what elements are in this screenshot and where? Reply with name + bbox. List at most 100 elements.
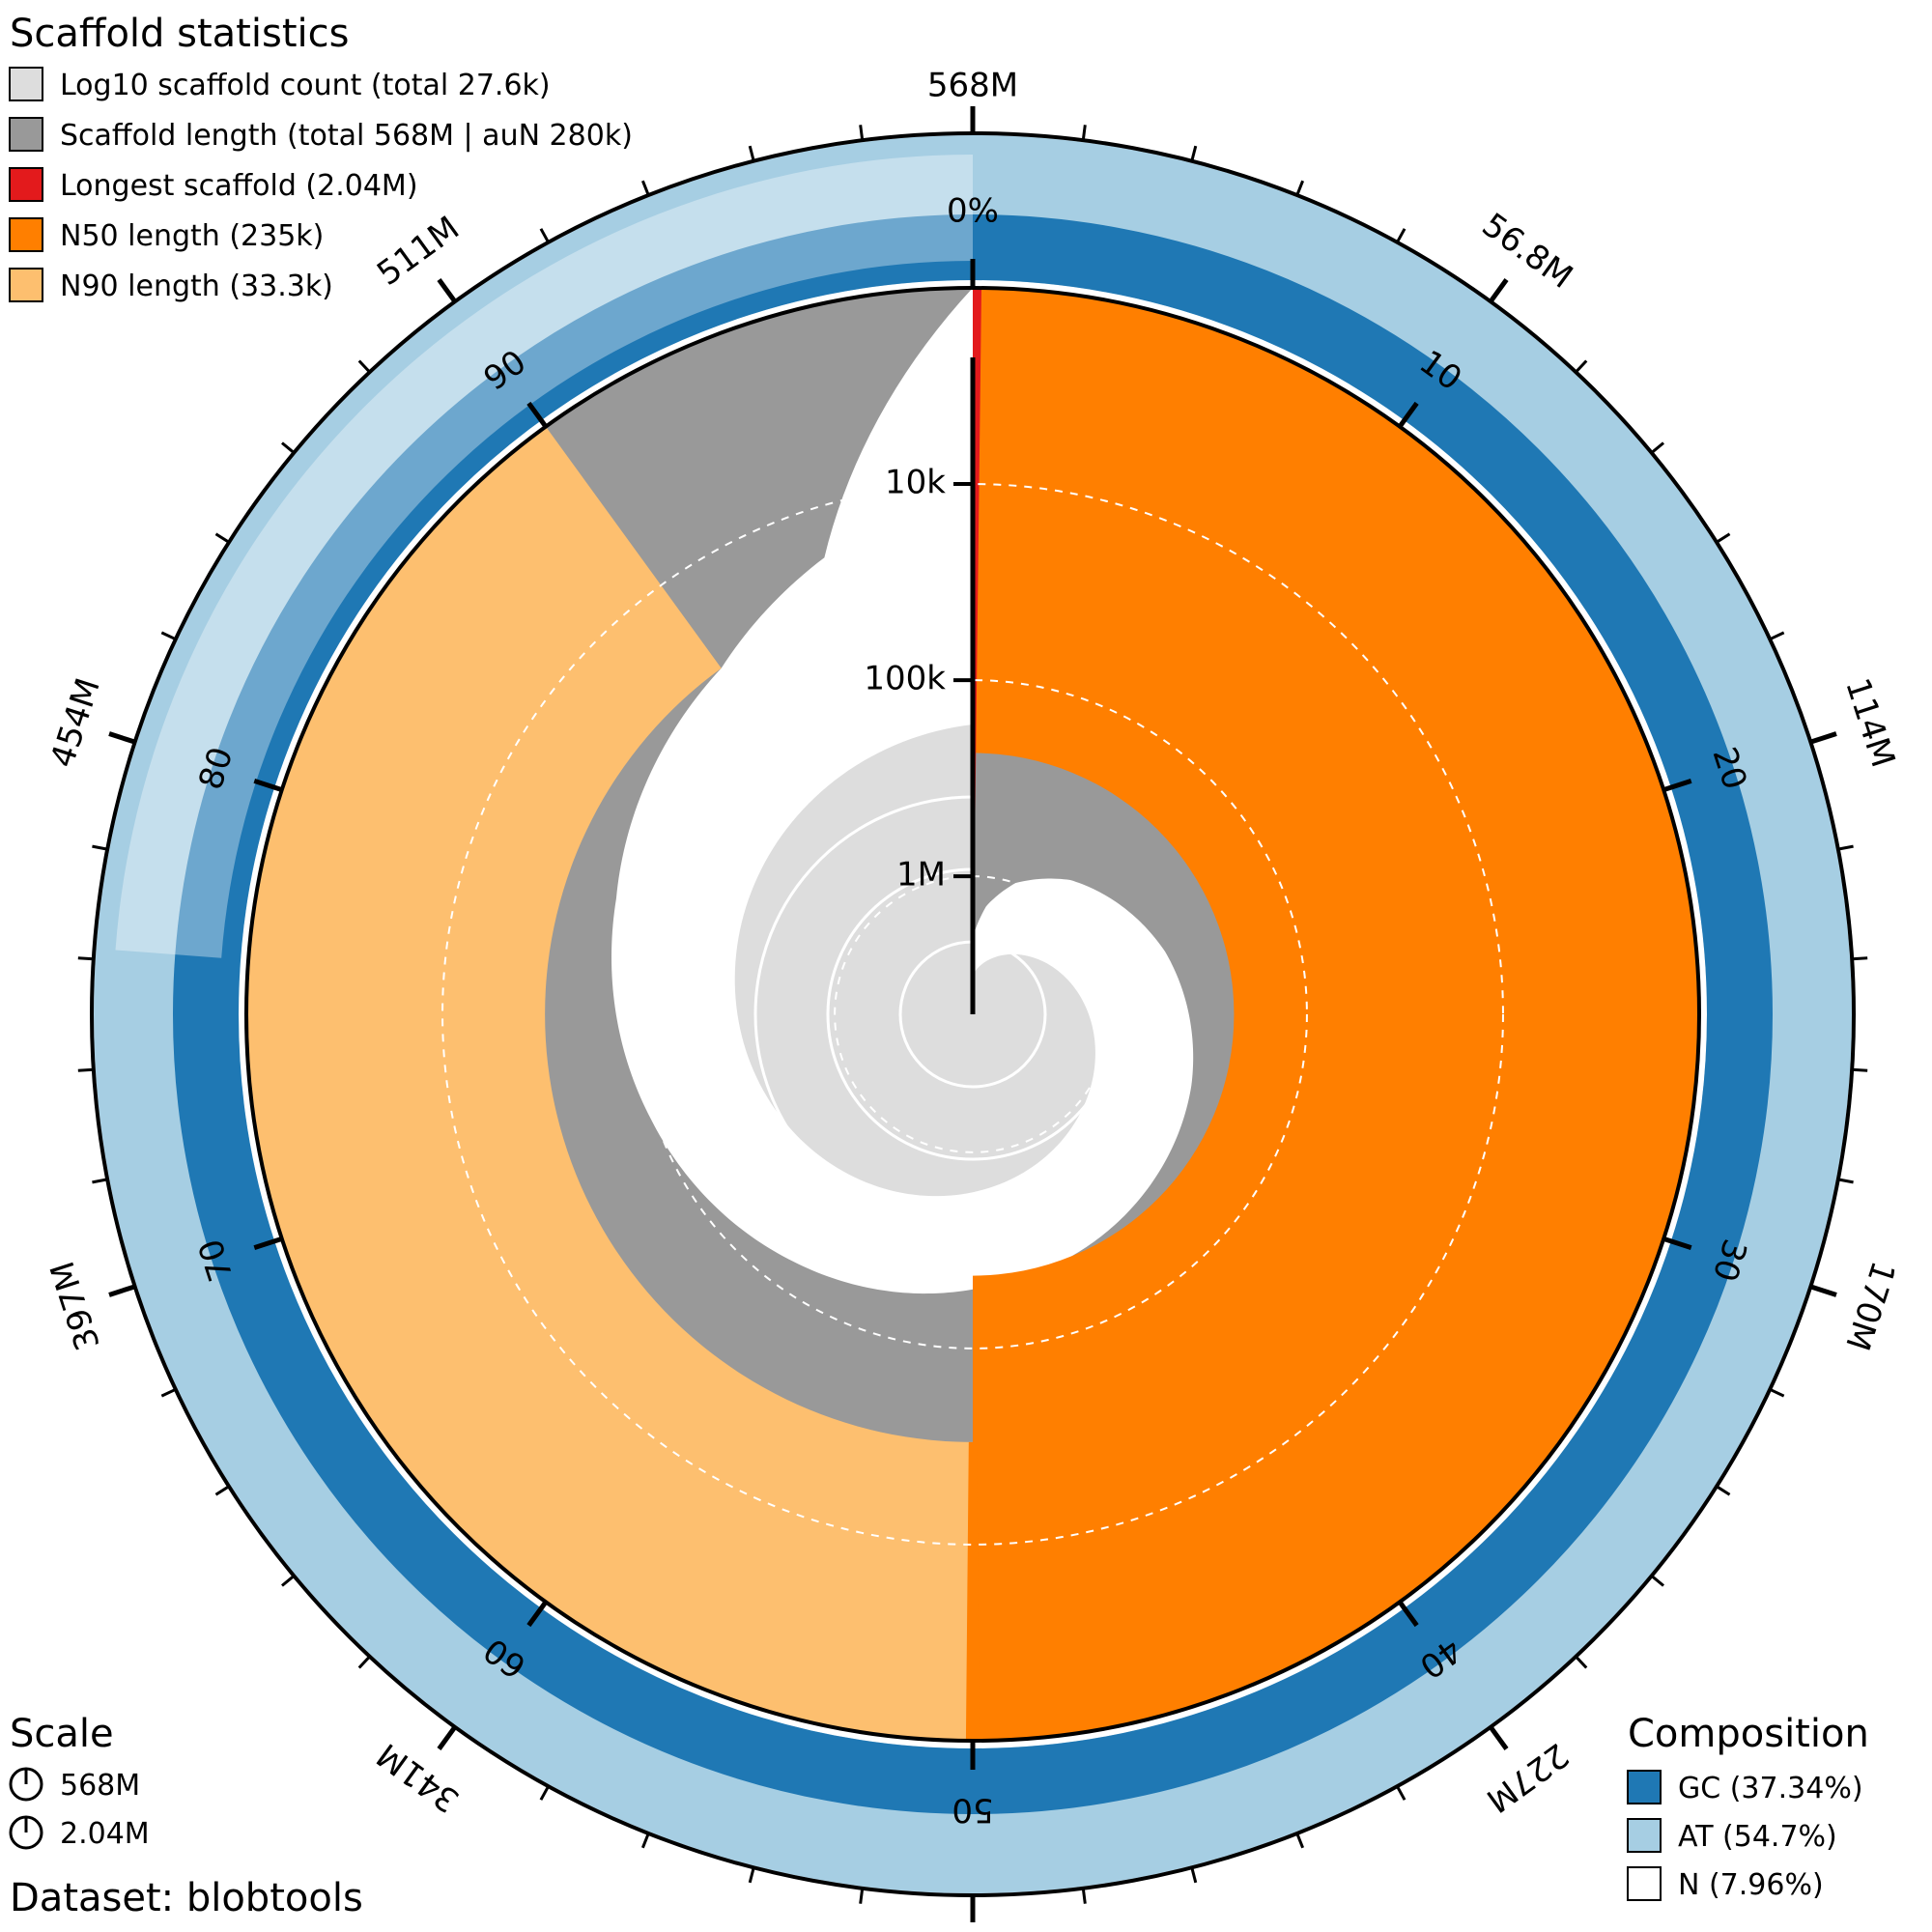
outer-axis-label: 341M	[370, 1735, 467, 1820]
radial-scale-label: 1M	[896, 856, 946, 895]
outer-axis-label: 511M	[370, 209, 467, 294]
outer-minor-tick-33	[214, 1485, 230, 1496]
legend-swatch	[9, 217, 43, 252]
outer-minor-tick-41	[160, 631, 177, 641]
outer-minor-tick-26	[859, 1888, 865, 1904]
outer-major-tick-7	[108, 1284, 136, 1297]
legend-swatch	[9, 117, 43, 152]
outer-minor-tick-22	[1295, 1833, 1305, 1849]
legend-swatch	[9, 67, 43, 101]
scale-partial-circle-icon	[9, 1815, 43, 1850]
outer-axis-label: 170M	[1837, 1257, 1902, 1355]
radial-scale-label: 10k	[885, 464, 946, 502]
outer-minor-tick-6	[1575, 359, 1588, 374]
outer-minor-tick-21	[1396, 1785, 1406, 1801]
outer-major-tick-4	[1489, 1725, 1509, 1750]
n50-marker	[965, 1441, 980, 1741]
outer-minor-tick-24	[1081, 1888, 1087, 1904]
length-gridline-0	[441, 483, 1504, 1546]
outer-minor-tick-49	[859, 125, 865, 141]
outer-minor-tick-8	[1716, 532, 1731, 544]
outer-axis-label: 227M	[1479, 1735, 1576, 1820]
outer-axis-label: 114M	[1837, 673, 1902, 772]
composition-swatch	[1627, 1866, 1662, 1901]
composition-title: Composition	[1628, 1712, 1869, 1756]
composition-label: N (7.96%)	[1678, 1868, 1824, 1902]
outer-major-tick-9	[437, 278, 457, 303]
outer-axis-label-total: 568M	[927, 67, 1018, 105]
outer-minor-tick-14	[1837, 1178, 1854, 1184]
gc-ring	[172, 213, 1774, 1815]
outer-minor-tick-36	[92, 1178, 108, 1184]
outer-minor-tick-9	[1769, 631, 1785, 641]
composition-swatch	[1627, 1818, 1662, 1853]
outer-minor-tick-16	[1769, 1387, 1785, 1398]
outer-minor-tick-28	[640, 1833, 650, 1849]
legend-swatch	[9, 167, 43, 202]
outer-major-tick-6	[437, 1725, 457, 1750]
legend-title: Scaffold statistics	[10, 12, 349, 56]
percent-tick-1	[1397, 401, 1419, 429]
percent-tick-2	[1662, 778, 1692, 792]
legend-swatch	[9, 268, 43, 302]
outer-minor-tick-37	[77, 1067, 94, 1072]
outer-axis-label: 56.8M	[1475, 206, 1579, 297]
legend-label: Scaffold length (total 568M | auN 280k)	[60, 119, 633, 153]
outer-minor-tick-17	[1716, 1485, 1731, 1496]
composition-label: GC (37.34%)	[1678, 1772, 1863, 1805]
at-ring	[94, 135, 1852, 1893]
outer-minor-tick-1	[1081, 125, 1087, 141]
outer-minor-tick-3	[1295, 180, 1305, 196]
percent-tick-8	[253, 778, 283, 792]
outer-minor-tick-18	[1650, 1575, 1664, 1587]
outer-minor-tick-46	[539, 228, 550, 243]
outer-axis-label: 397M	[43, 1257, 108, 1355]
percent-tick-9	[526, 401, 549, 429]
scale-label-total: 568M	[60, 1769, 140, 1803]
scale-label-longest: 2.04M	[60, 1817, 150, 1851]
outer-major-tick-3	[1809, 1284, 1837, 1297]
scale-title: Scale	[10, 1712, 114, 1756]
legend-label: Log10 scaffold count (total 27.6k)	[60, 69, 551, 102]
outer-minor-tick-47	[640, 180, 650, 196]
outer-minor-tick-43	[281, 441, 296, 454]
outer-minor-tick-19	[1575, 1655, 1588, 1669]
outer-minor-tick-4	[1396, 228, 1406, 243]
legend-composition: Composition GC (37.34%) AT (54.7%) N (7.96…	[1627, 1712, 1869, 1902]
outer-major-tick-8	[108, 731, 136, 745]
outer-minor-tick-27	[748, 1866, 755, 1884]
outer-minor-tick-2	[1190, 145, 1198, 162]
outer-minor-tick-48	[748, 145, 755, 162]
outer-major-tick-1	[1489, 278, 1509, 303]
percent-tick-3	[1662, 1236, 1692, 1251]
outer-major-tick-2	[1809, 731, 1837, 745]
outer-minor-tick-38	[77, 956, 94, 961]
percent-axis-label: 50	[952, 1791, 993, 1830]
outer-minor-tick-7	[1650, 441, 1664, 454]
outer-minor-tick-13	[1852, 1067, 1868, 1072]
outer-minor-tick-11	[1837, 844, 1854, 851]
percent-axis-label-zero: 0%	[947, 192, 999, 231]
legend-label: N50 length (235k)	[60, 219, 324, 253]
axes	[77, 106, 1868, 1922]
percent-tick-6	[526, 1600, 549, 1628]
legend-scaffold-statistics: Scaffold statistics Log10 scaffold count…	[9, 12, 633, 303]
outer-minor-tick-29	[539, 1785, 550, 1801]
outer-minor-tick-39	[92, 844, 108, 851]
outer-minor-tick-32	[281, 1575, 296, 1587]
legend-scale: Scale 568M 2.04M	[9, 1712, 150, 1851]
outer-minor-tick-34	[160, 1387, 177, 1398]
legend-label: Longest scaffold (2.04M)	[60, 169, 418, 203]
outer-minor-tick-42	[214, 532, 230, 544]
outer-axis-label: 454M	[43, 673, 108, 772]
scale-full-circle-icon	[9, 1767, 43, 1802]
composition-ring	[94, 135, 1852, 1893]
composition-variation	[115, 155, 973, 958]
length-gridline-1	[638, 679, 1308, 1350]
outer-minor-tick-44	[357, 359, 371, 374]
dataset-label: Dataset: blobtools	[10, 1876, 363, 1920]
percent-tick-7	[253, 1236, 283, 1251]
composition-label: AT (54.7%)	[1678, 1820, 1837, 1854]
outer-minor-tick-12	[1852, 956, 1868, 961]
outer-minor-tick-23	[1190, 1866, 1198, 1884]
